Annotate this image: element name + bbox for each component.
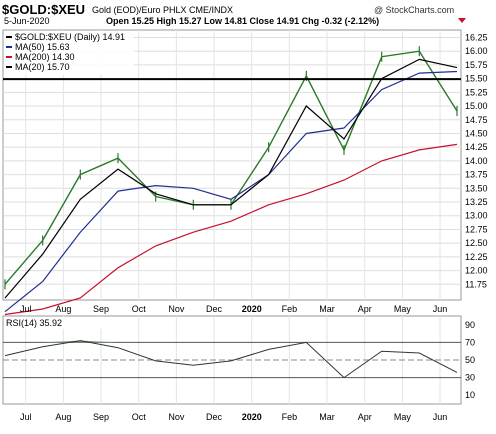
x-tick-label-top: Nov	[168, 304, 185, 314]
x-tick-label-top: Jul	[20, 304, 32, 314]
price-tick-label: 12.25	[465, 252, 488, 262]
price-tick-label: 14.25	[465, 142, 488, 152]
x-tick-label-bottom: Jul	[20, 412, 32, 422]
rsi-tick-label: 30	[465, 373, 475, 383]
x-tick-label-top: Oct	[132, 304, 147, 314]
x-tick-label-bottom: Aug	[55, 412, 71, 422]
symbol-title: $GOLD:$XEU	[2, 2, 85, 17]
x-tick-label-bottom: 2020	[242, 412, 262, 422]
price-tick-label: 15.00	[465, 101, 488, 111]
legend-ma20: MA(20) 15.70	[15, 62, 70, 72]
x-tick-label-bottom: May	[394, 412, 412, 422]
x-axis-bottom: Jul Aug Sep Oct Nov Dec 2020 Feb Mar Apr May Jun	[20, 412, 447, 422]
x-axis-top: Jul Aug Sep Oct Nov Dec 2020 Feb Mar Apr May Jun	[20, 304, 447, 314]
rsi-label: RSI(14) 35.92	[6, 318, 62, 328]
x-tick-label-top: Aug	[55, 304, 71, 314]
x-tick-label-bottom: Mar	[319, 412, 335, 422]
series-line-1	[4, 70, 458, 313]
rsi-series	[4, 340, 458, 379]
price-tick-label: 14.50	[465, 128, 488, 138]
price-tick-label: 14.00	[465, 156, 488, 166]
price-tick-label: 15.75	[465, 60, 488, 70]
quote-summary: Open 15.25 High 15.27 Low 14.81 Close 14…	[106, 16, 379, 26]
x-tick-label-top: Dec	[206, 304, 223, 314]
legend-price: $GOLD:$XEU (Daily) 14.91	[15, 32, 125, 42]
price-tick-label: 12.00	[465, 266, 488, 276]
rsi-tick-label: 70	[465, 337, 475, 347]
price-tick-label: 13.25	[465, 197, 488, 207]
rsi-tick-label: 10	[465, 390, 475, 400]
x-tick-label-bottom: Dec	[206, 412, 223, 422]
price-axis: 11.75 12.00 12.25 12.50 12.75 13.00 13.25 13.50…	[465, 32, 488, 289]
x-tick-label-top: May	[394, 304, 412, 314]
legend: $GOLD:$XEU (Daily) 14.91 MA(50) 15.63 MA…	[4, 31, 134, 75]
down-change-marker-icon	[458, 18, 466, 23]
rsi-gridlines	[3, 316, 461, 404]
rsi-tick-label: 50	[465, 355, 475, 365]
x-tick-label-top: Mar	[319, 304, 335, 314]
legend-ma200: MA(200) 14.30	[15, 52, 75, 62]
legend-ma50: MA(50) 15.63	[15, 42, 70, 52]
price-tick-label: 12.50	[465, 238, 488, 248]
rsi-label-box	[4, 317, 104, 329]
price-tick-label: 15.25	[465, 87, 488, 97]
price-tick-label: 16.25	[465, 32, 488, 42]
rsi-axis: 10 30 50 70 90	[465, 320, 475, 400]
x-tick-label-bottom: Jun	[433, 412, 448, 422]
series-line-2	[4, 143, 458, 316]
price-tick-label: 13.75	[465, 170, 488, 180]
x-tick-label-top: Jun	[433, 304, 448, 314]
x-tick-label-bottom: Nov	[168, 412, 185, 422]
rsi-tick-label: 90	[465, 320, 475, 330]
x-tick-label-top: Sep	[93, 304, 109, 314]
price-tick-label: 13.50	[465, 183, 488, 193]
x-tick-label-bottom: Apr	[358, 412, 372, 422]
price-tick-label: 12.75	[465, 224, 488, 234]
copyright-label: @ StockCharts.com	[374, 5, 454, 15]
x-tick-label-bottom: Oct	[132, 412, 147, 422]
price-tick-label: 14.75	[465, 115, 488, 125]
instrument-name: Gold (EOD)/Euro PHLX CME/INDX	[92, 5, 233, 15]
price-tick-label: 13.00	[465, 211, 488, 221]
x-tick-label-bottom: Sep	[93, 412, 109, 422]
date-label: 5-Jun-2020	[4, 16, 50, 26]
price-tick-label: 11.75	[465, 279, 487, 289]
price-tick-label: 16.00	[465, 46, 488, 56]
price-tick-label: 15.50	[465, 74, 488, 84]
x-tick-label-top: Feb	[282, 304, 298, 314]
x-tick-label-bottom: Feb	[282, 412, 298, 422]
x-tick-label-top: 2020	[242, 304, 262, 314]
legend-box	[4, 31, 134, 75]
x-tick-label-top: Apr	[358, 304, 372, 314]
rsi-line	[4, 340, 458, 379]
